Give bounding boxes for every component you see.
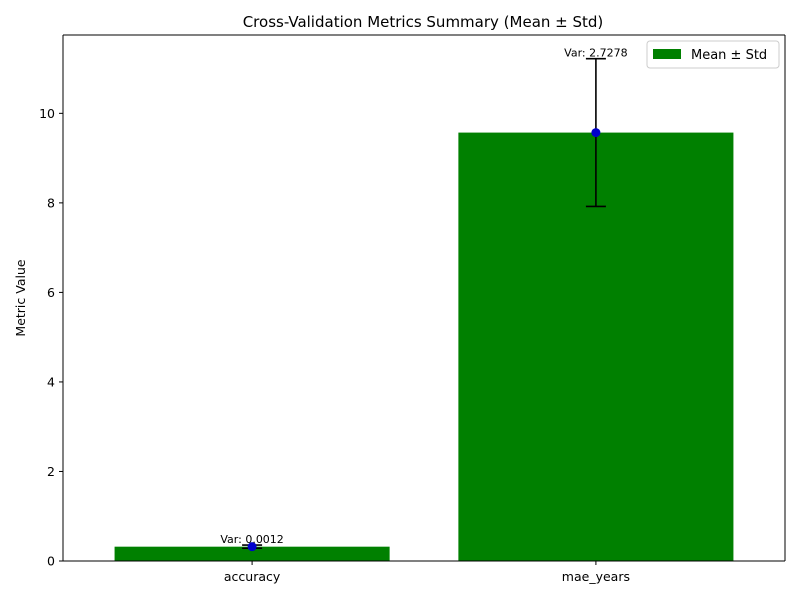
- variance-label-accuracy: Var: 0.0012: [220, 533, 283, 546]
- bar-accuracy: [114, 546, 390, 561]
- variance-label-mae_years: Var: 2.7278: [564, 47, 627, 60]
- y-axis-label: Metric Value: [13, 259, 28, 336]
- mean-point-accuracy: [247, 542, 257, 552]
- y-tick-label: 10: [39, 106, 55, 121]
- legend-label: Mean ± Std: [691, 48, 767, 63]
- plot-area: Var: 0.0012 Var: 2.7278 0 2 4 6 8 10 accuracy mae…: [39, 34, 786, 584]
- y-tick-label: 6: [47, 285, 55, 300]
- legend-swatch: [653, 49, 681, 59]
- y-tick-label: 0: [47, 554, 55, 569]
- y-tick-label: 8: [47, 195, 55, 210]
- mean-point-mae_years: [591, 128, 601, 138]
- y-tick-label: 2: [47, 464, 55, 479]
- legend-frame: [646, 40, 780, 69]
- x-tick-label-accuracy: accuracy: [224, 569, 281, 584]
- x-tick-label-mae_years: mae_years: [562, 569, 630, 584]
- legend: Mean ± Std: [646, 40, 780, 69]
- y-tick-label: 4: [47, 374, 55, 389]
- chart-title: Cross-Validation Metrics Summary (Mean ±…: [243, 13, 604, 31]
